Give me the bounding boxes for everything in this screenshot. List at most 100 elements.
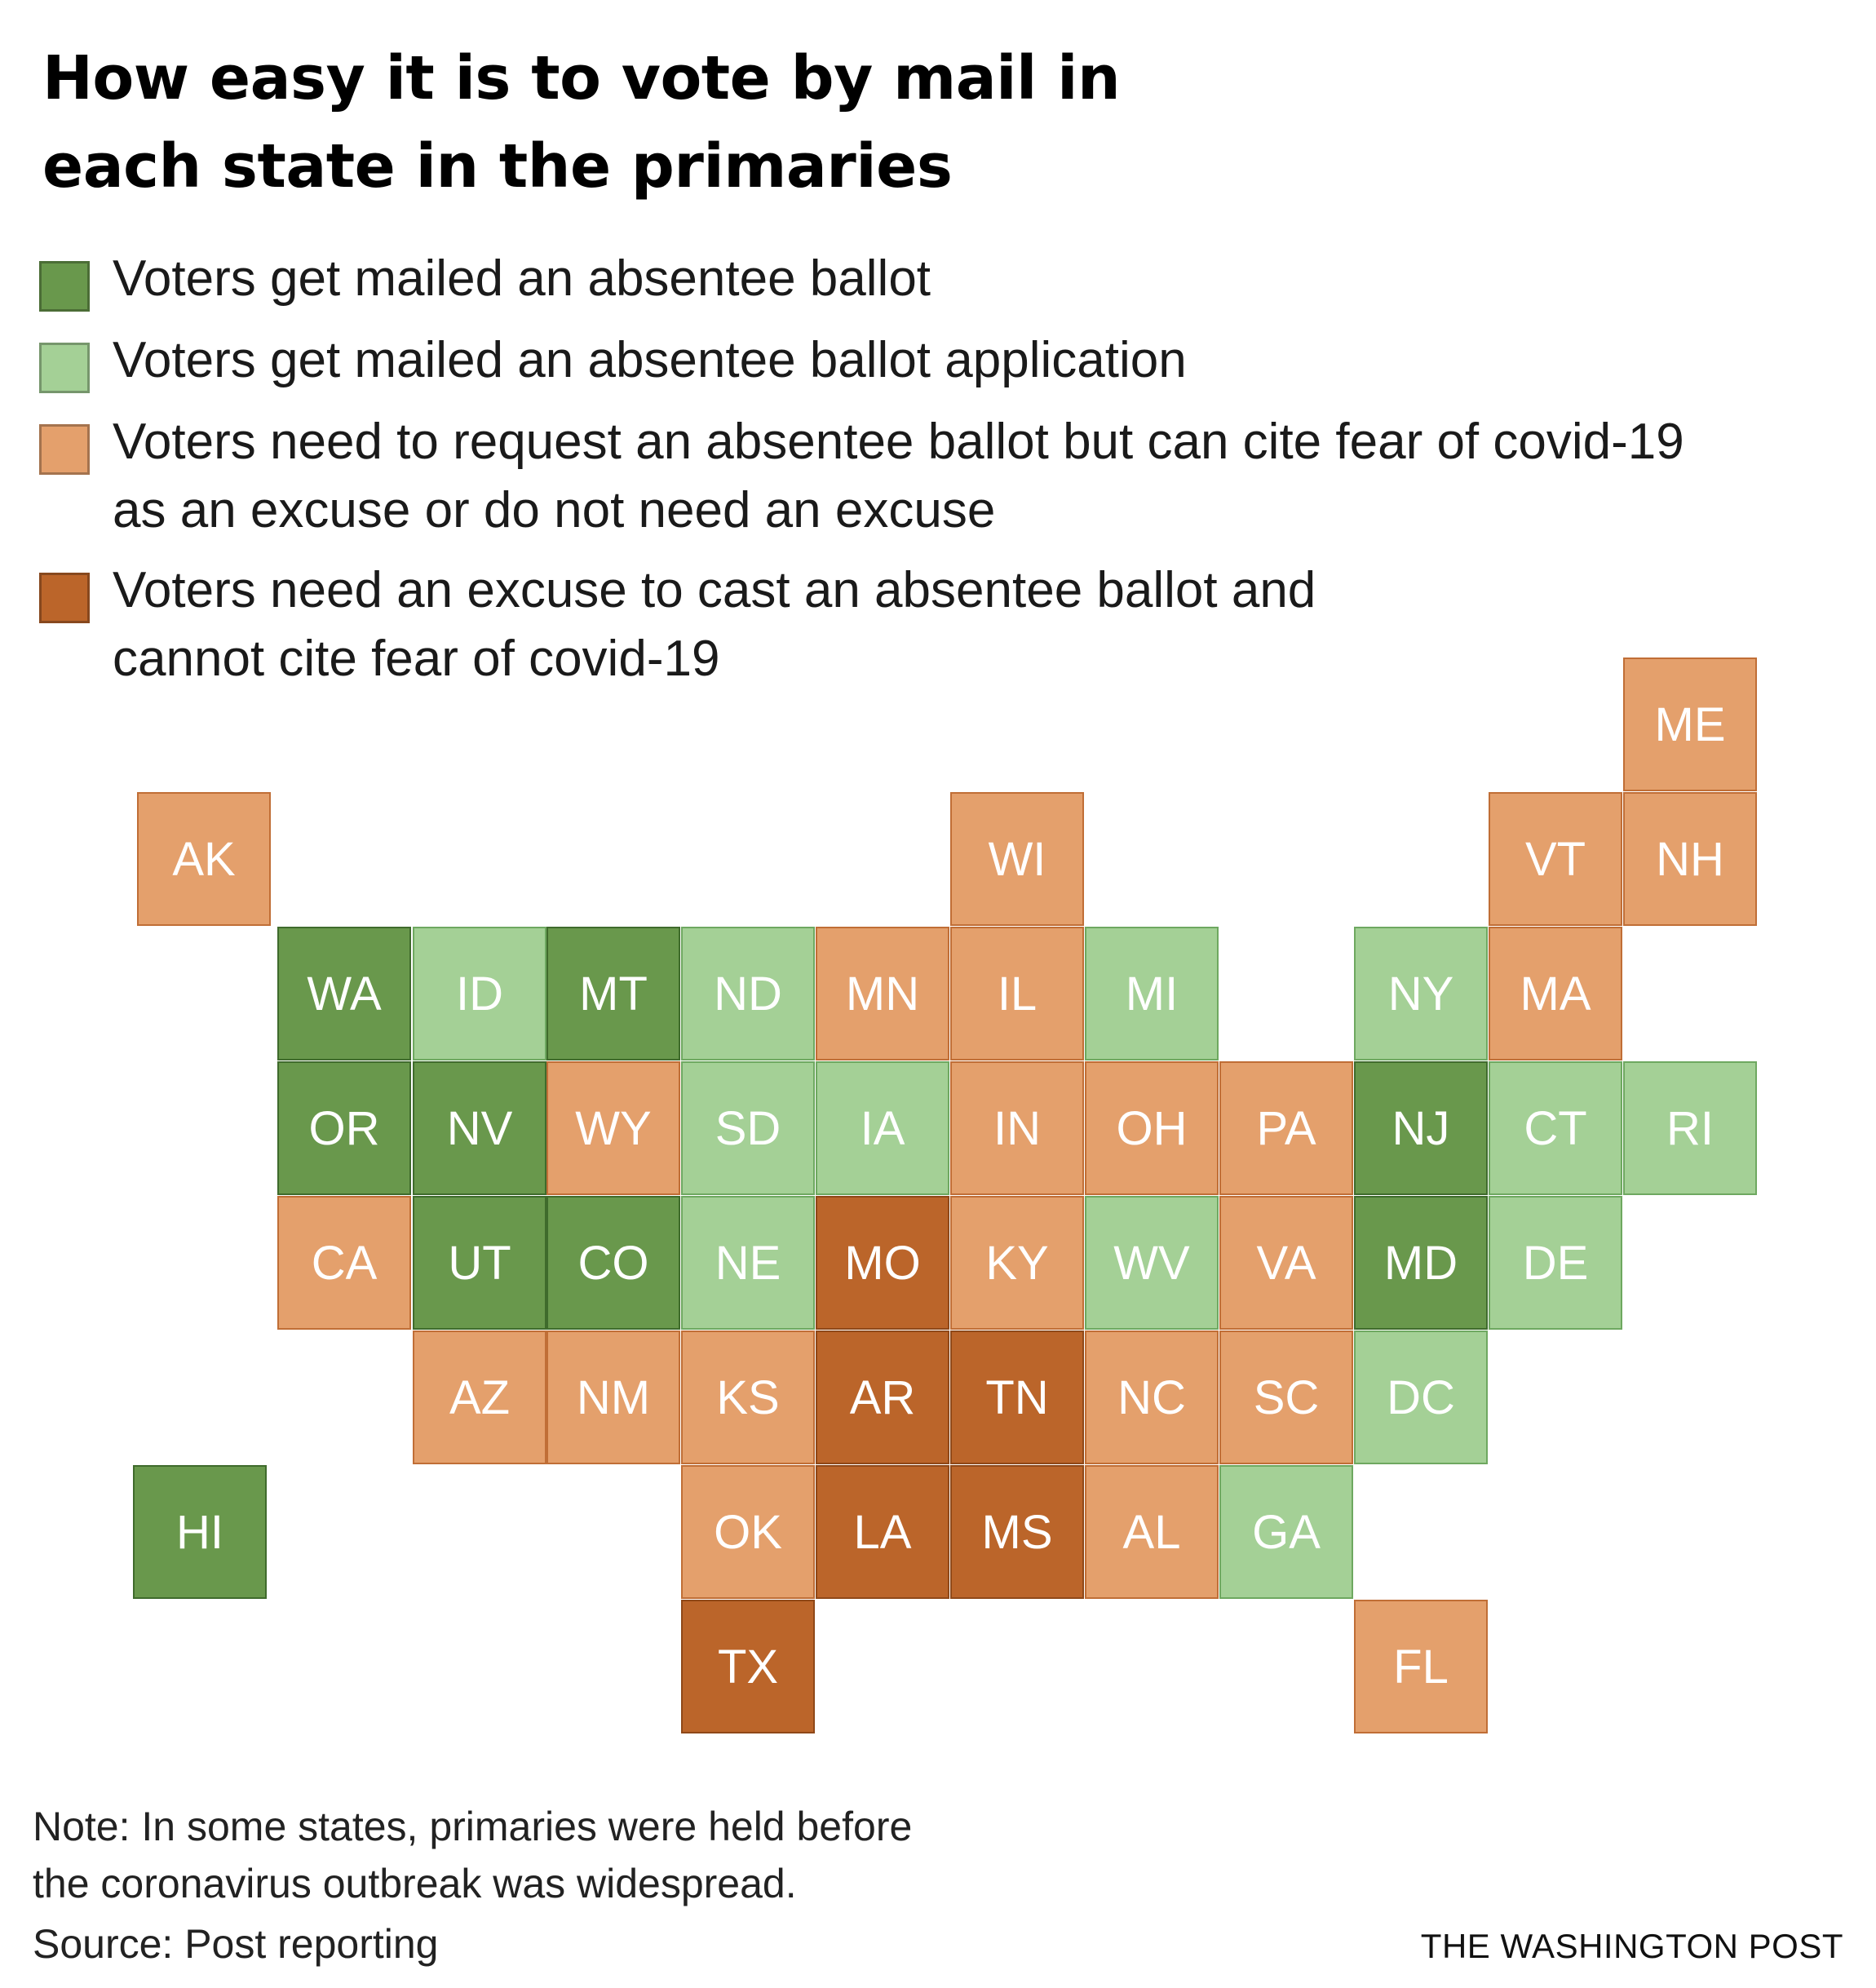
state-tile-ak: AK [137,792,271,926]
state-label: IN [993,1101,1041,1155]
state-label: SC [1253,1370,1320,1424]
footnote: Note: In some states, primaries were hel… [33,1798,1175,1912]
state-tile-ga: GA [1219,1465,1353,1599]
state-tile-la: LA [816,1465,949,1599]
state-tile-id: ID [413,927,546,1060]
state-tile-tx: TX [681,1600,815,1733]
state-label: IA [860,1101,905,1155]
state-label: MN [845,967,920,1021]
state-label: UT [448,1236,511,1290]
state-label: AL [1122,1505,1181,1559]
state-label: NM [576,1370,651,1424]
state-label: ME [1654,697,1726,751]
chart-title: How easy it is to vote by mail in each s… [42,34,1266,210]
state-tile-mi: MI [1085,927,1219,1060]
chart-title-line-1: How easy it is to vote by mail in [42,43,1121,113]
state-tile-ia: IA [816,1061,949,1195]
state-tile-fl: FL [1354,1600,1488,1733]
state-tile-oh: OH [1085,1061,1219,1195]
state-tile-de: DE [1489,1196,1622,1330]
state-tile-ar: AR [816,1330,949,1464]
state-tile-pa: PA [1219,1061,1353,1195]
state-label: FL [1393,1640,1449,1694]
state-label: NY [1387,967,1454,1021]
legend-label-line: as an excuse or do not need an excuse [113,482,996,538]
state-tile-ct: CT [1489,1061,1622,1195]
state-label: MT [579,967,648,1021]
state-tile-wa: WA [277,927,411,1060]
state-label: SD [715,1101,781,1155]
state-tile-wi: WI [950,792,1084,926]
state-tile-wy: WY [546,1061,680,1195]
legend-swatch-mailed-ballot [39,261,90,312]
state-tile-nc: NC [1085,1330,1219,1464]
state-label: MD [1383,1236,1458,1290]
state-tile-ks: KS [681,1330,815,1464]
footnote-line-1: Note: In some states, primaries were hel… [33,1804,913,1849]
state-tile-vt: VT [1489,792,1622,926]
state-label: VT [1524,832,1586,886]
publisher-credit: THE WASHINGTON POST [1420,1927,1843,1965]
state-label: NJ [1392,1101,1450,1155]
state-tile-mn: MN [816,927,949,1060]
state-tile-nj: NJ [1354,1061,1488,1195]
state-tile-mo: MO [816,1196,949,1330]
state-tile-sd: SD [681,1061,815,1195]
legend-label-line: Voters need to request an absentee ballo… [113,414,1684,470]
state-label: VA [1256,1236,1316,1290]
state-tile-co: CO [546,1196,680,1330]
state-label: DE [1522,1236,1589,1290]
state-tile-nv: NV [413,1061,546,1195]
state-label: CO [577,1236,649,1290]
state-label: ID [456,967,503,1021]
state-label: MI [1125,967,1179,1021]
state-label: WA [307,967,382,1021]
state-label: TX [717,1640,779,1694]
state-tile-ky: KY [950,1196,1084,1330]
state-tile-nh: NH [1623,792,1757,926]
legend-swatch-mailed-application [39,343,90,393]
state-label: ND [714,967,782,1021]
legend-label-line: Voters get mailed an absentee ballot [113,250,931,307]
state-tile-il: IL [950,927,1084,1060]
legend-label-mailed-application: Voters get mailed an absentee ballot app… [113,326,1825,395]
state-label: CT [1524,1101,1587,1155]
state-tile-sc: SC [1219,1330,1353,1464]
state-label: AK [172,832,236,886]
state-tile-ri: RI [1623,1061,1757,1195]
state-label: WY [575,1101,652,1155]
state-label: KS [716,1370,780,1424]
state-label: MA [1520,967,1591,1021]
state-tile-tn: TN [950,1330,1084,1464]
state-tile-ne: NE [681,1196,815,1330]
state-tile-mt: MT [546,927,680,1060]
state-tile-nm: NM [546,1330,680,1464]
legend-label-excuse-required: Voters need an excuse to cast an absente… [113,556,1825,693]
state-tile-ca: CA [277,1196,411,1330]
legend-label-line: Voters get mailed an absentee ballot app… [113,332,1187,388]
state-tile-ny: NY [1354,927,1488,1060]
state-tile-ms: MS [950,1465,1084,1599]
legend-swatch-request-no-excuse [39,424,90,475]
state-label: AZ [449,1370,511,1424]
footnote-line-2: the coronavirus outbreak was widespread. [33,1861,797,1906]
chart-title-line-2: each state in the primaries [42,131,953,201]
state-label: DC [1387,1370,1455,1424]
legend-label-request-no-excuse: Voters need to request an absentee ballo… [113,408,1825,545]
state-tile-al: AL [1085,1465,1219,1599]
state-tile-wv: WV [1085,1196,1219,1330]
state-tile-az: AZ [413,1330,546,1464]
state-label: IL [997,967,1038,1021]
legend-label-mailed-ballot: Voters get mailed an absentee ballot [113,245,1825,313]
state-tile-or: OR [277,1061,411,1195]
state-tile-md: MD [1354,1196,1488,1330]
state-tile-me: ME [1623,658,1757,791]
legend-swatch-excuse-required [39,573,90,623]
state-label: WI [988,832,1046,886]
state-label: LA [853,1505,912,1559]
state-tile-ma: MA [1489,927,1622,1060]
state-label: NH [1656,832,1724,886]
state-tile-va: VA [1219,1196,1353,1330]
legend-label-line: Voters need an excuse to cast an absente… [113,562,1316,618]
